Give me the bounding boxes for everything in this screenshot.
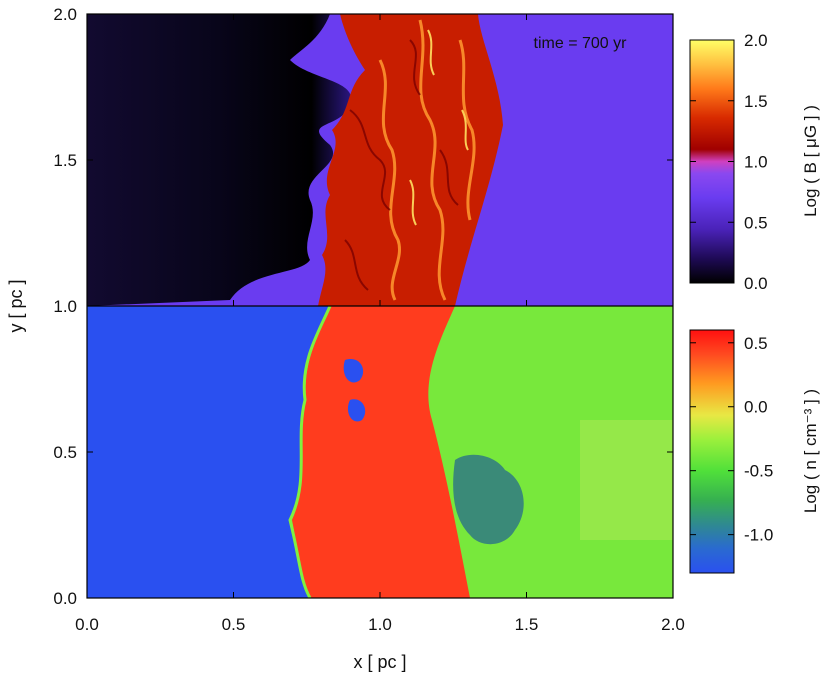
y-tick-label: 2.0 <box>53 5 77 24</box>
b-bright-filaments <box>378 19 476 301</box>
panel-magnetic-field <box>87 14 673 306</box>
colorbar-tick-label: 0.0 <box>744 274 768 293</box>
b-dark-filaments <box>344 39 459 291</box>
b-yellow-hotspots <box>409 29 469 226</box>
n-bright-patch <box>580 420 673 540</box>
colorbar-tick-label: 0.0 <box>744 398 768 417</box>
colorbar-b-label: Log ( B [ μG ] ) <box>801 105 820 217</box>
panel-density <box>87 306 673 598</box>
b-shocked-shell <box>318 14 503 306</box>
colorbar-b <box>689 39 735 284</box>
x-axis-label: x [ pc ] <box>353 652 406 672</box>
n-left-background <box>87 306 330 598</box>
colorbar-n-label: Log ( n [ cm⁻³ ] ) <box>801 389 820 513</box>
colorbar-tick-label: 1.0 <box>744 153 768 172</box>
colorbar-tick-label: -1.0 <box>744 526 773 545</box>
n-shocked-shell <box>292 306 470 598</box>
y-tick-label: 0.0 <box>53 589 77 608</box>
y-tick-label: 1.0 <box>53 297 77 316</box>
y-tick-label: 0.5 <box>53 443 77 462</box>
x-tick-label: 0.0 <box>75 615 99 634</box>
colorbar-tick-label: 0.5 <box>744 334 768 353</box>
colorbar-n <box>689 329 735 574</box>
x-tick-label: 0.5 <box>222 615 246 634</box>
colorbar-tick-label: 1.5 <box>744 92 768 111</box>
x-tick-label: 1.0 <box>368 615 392 634</box>
colorbar-tick-label: -0.5 <box>744 462 773 481</box>
n-low-density-patch <box>453 454 524 545</box>
y-tick-label: 1.5 <box>53 151 77 170</box>
colorbar-tick-label: 0.5 <box>744 213 768 232</box>
n-blue-voids <box>343 359 366 422</box>
colorbar-tick-label: 2.0 <box>744 31 768 50</box>
b-dark-cavity <box>87 14 352 306</box>
time-annotation: time = 700 yr <box>534 35 628 52</box>
y-axis-label: y [ pc ] <box>6 279 26 332</box>
x-tick-label: 2.0 <box>661 615 685 634</box>
n-green-rim <box>288 306 332 598</box>
x-tick-label: 1.5 <box>515 615 539 634</box>
